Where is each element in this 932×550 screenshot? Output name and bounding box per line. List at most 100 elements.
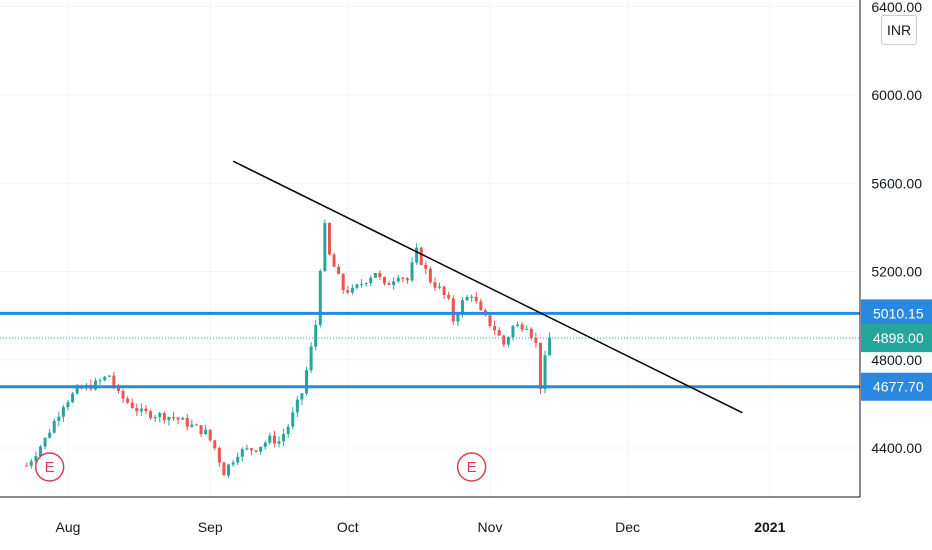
candle-body <box>506 337 510 345</box>
candle-body <box>405 278 409 281</box>
candle-body <box>176 417 180 420</box>
candle-body <box>121 391 125 399</box>
candle-body <box>479 301 483 311</box>
candle-body <box>424 264 428 269</box>
candle-body <box>488 315 492 326</box>
trendline <box>232 160 743 414</box>
grid <box>0 0 860 497</box>
candle-body <box>451 298 455 322</box>
candle-body <box>38 446 42 457</box>
candle-body <box>383 277 386 284</box>
candle-body <box>43 437 47 447</box>
earnings-event-label: E <box>45 459 55 476</box>
candle-body <box>410 262 414 281</box>
candle-body <box>167 417 171 421</box>
last-price-tag <box>861 324 932 353</box>
candle-body <box>61 407 65 417</box>
candle-body <box>107 375 111 377</box>
candle-body <box>153 417 157 419</box>
candle-body <box>295 399 299 413</box>
candle-body <box>318 271 322 325</box>
candle-body <box>360 284 364 286</box>
candle-body <box>213 440 217 449</box>
candle-body <box>323 223 327 272</box>
candle-body <box>502 335 506 345</box>
candle-body <box>162 413 166 421</box>
candle-body <box>66 402 70 408</box>
y-tick-label: 5200.00 <box>871 264 922 280</box>
candle-body <box>520 324 524 330</box>
candle-body <box>525 328 529 330</box>
candle-body <box>94 380 98 390</box>
candle-body <box>34 456 38 462</box>
candle-body <box>373 272 377 278</box>
candle-body <box>240 449 244 457</box>
candle-body <box>222 462 226 476</box>
candle-body <box>25 465 29 467</box>
candle-body <box>516 324 520 327</box>
candle-body <box>309 346 313 371</box>
candle-body <box>538 342 542 390</box>
candle-body <box>369 277 373 284</box>
candle-body <box>71 393 75 403</box>
candle-body <box>387 283 391 285</box>
candle-body <box>272 435 276 444</box>
candle-body <box>314 324 318 347</box>
candle-body <box>305 370 309 394</box>
price-tags: 5010.15 4677.70 4898.00 <box>861 299 932 401</box>
candle-body <box>245 448 249 450</box>
candle-body <box>497 330 501 336</box>
candle-body <box>181 418 185 420</box>
candle-body <box>428 268 432 283</box>
candle-body <box>116 385 120 392</box>
x-tick-label: Oct <box>337 519 359 535</box>
candle-body <box>327 223 331 255</box>
candle-body <box>254 450 258 452</box>
y-axis: 4400.00 4800.00 5200.00 5600.00 6000.00 6400.… <box>871 0 922 456</box>
candle-body <box>543 355 547 390</box>
candle-body <box>401 277 405 279</box>
x-axis: Aug Sep Oct Nov Dec 2021 <box>56 519 786 535</box>
candle-body <box>300 393 304 400</box>
earnings-event-marker <box>34 452 65 482</box>
candle-body <box>465 297 469 301</box>
candle-body <box>135 407 139 412</box>
x-tick-label: Aug <box>56 519 81 535</box>
candle-body <box>474 296 478 302</box>
candle-body <box>249 448 253 451</box>
candle-body <box>52 420 56 433</box>
y-tick-label: 6400.00 <box>871 0 922 15</box>
y-tick-label: 5600.00 <box>871 175 922 191</box>
candle-body <box>48 432 52 438</box>
candle-body <box>529 328 533 339</box>
candle-body <box>447 295 451 299</box>
candle-body <box>268 435 272 443</box>
candle-body <box>103 376 107 381</box>
y-tick-label: 4800.00 <box>871 352 922 368</box>
candle-body <box>29 461 33 466</box>
candle-body <box>149 411 153 419</box>
candle-body <box>139 408 143 412</box>
candle-body <box>57 416 61 421</box>
candle-body <box>364 283 368 285</box>
candle-body <box>415 247 419 263</box>
candle-body <box>493 325 497 331</box>
candle-body <box>204 429 208 435</box>
candle-body <box>227 464 231 476</box>
candle-body <box>75 386 79 394</box>
candles <box>25 219 552 478</box>
level-price-tag <box>861 372 932 401</box>
currency-label[interactable]: INR <box>881 15 917 45</box>
candle-body <box>144 408 148 412</box>
trendline-layer <box>232 160 743 414</box>
y-tick-label: 4400.00 <box>871 440 922 456</box>
candle-body <box>396 277 400 282</box>
candle-body <box>378 272 382 278</box>
level-price-tag-text: 4677.70 <box>873 379 924 395</box>
level-price-tag <box>861 299 932 328</box>
candle-body <box>98 380 102 382</box>
candle-body <box>346 290 350 293</box>
candle-body <box>199 425 203 435</box>
candle-body <box>194 424 198 426</box>
